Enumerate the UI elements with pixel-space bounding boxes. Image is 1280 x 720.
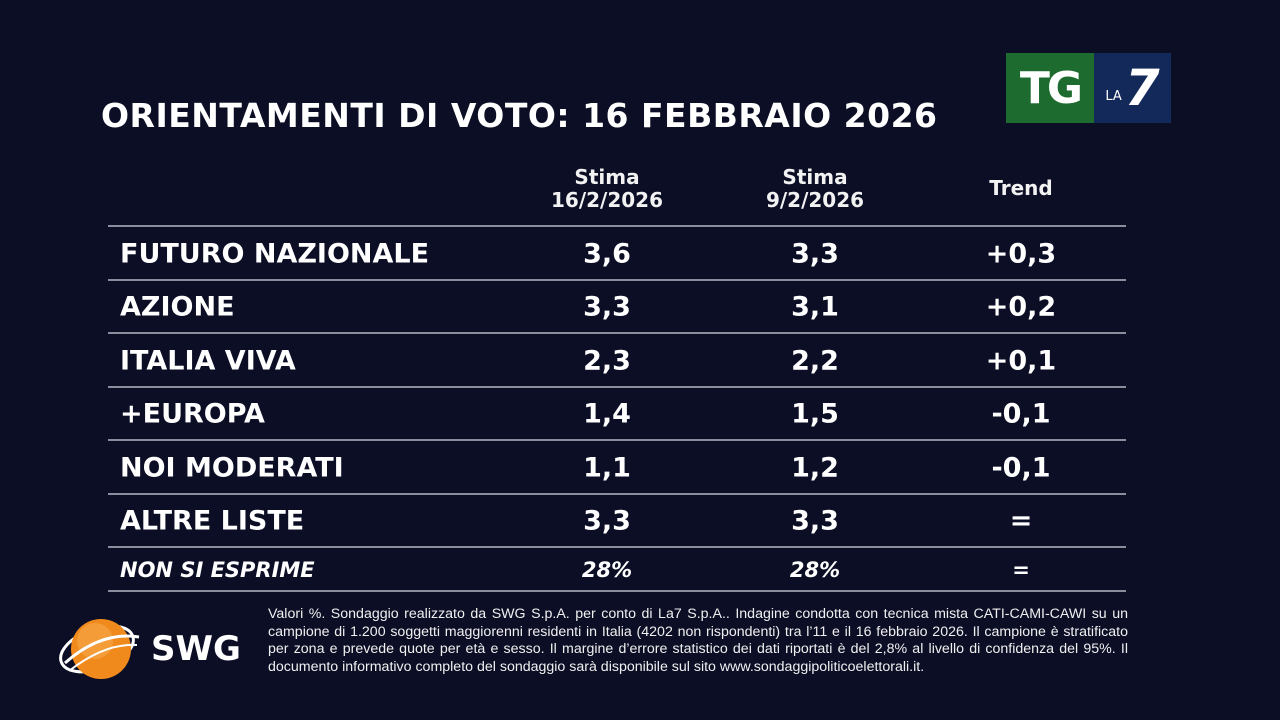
cell-trend: +0,2 — [985, 291, 1057, 322]
row-divider — [108, 493, 1126, 495]
tg-logo-part: TG — [1006, 53, 1094, 123]
cell-previous: 3,3 — [791, 505, 839, 536]
methodology-note: Valori %. Sondaggio realizzato da SWG S.… — [268, 606, 1128, 675]
row-divider — [108, 332, 1126, 334]
column-header-trend: Trend — [989, 176, 1053, 200]
cell-party: ITALIA VIVA — [120, 345, 296, 376]
cell-party: NON SI ESPRIME — [120, 558, 315, 582]
table-row: ITALIA VIVA 2,3 2,2 +0,1 — [108, 334, 1126, 387]
cell-previous: 3,3 — [791, 238, 839, 269]
cell-previous: 2,2 — [791, 345, 839, 376]
seven-text: 7 — [1124, 59, 1160, 117]
row-divider — [108, 386, 1126, 388]
cell-current: 1,4 — [583, 398, 631, 429]
cell-party: +EUROPA — [120, 398, 265, 429]
swg-logo: SWG — [55, 611, 241, 687]
cell-party: ALTRE LISTE — [120, 505, 305, 536]
cell-current: 28% — [581, 558, 633, 582]
row-divider — [108, 279, 1126, 281]
page-title: ORIENTAMENTI DI VOTO: 16 FEBBRAIO 2026 — [101, 96, 938, 135]
cell-party: NOI MODERATI — [120, 452, 344, 483]
table-row: NOI MODERATI 1,1 1,2 -0,1 — [108, 441, 1126, 494]
row-divider — [108, 439, 1126, 441]
tg-la7-logo: TG LA 7 — [1006, 53, 1171, 123]
cell-current: 3,3 — [583, 291, 631, 322]
cell-trend: = — [1012, 558, 1030, 582]
table-row: ALTRE LISTE 3,3 3,3 = — [108, 494, 1126, 547]
cell-trend: -0,1 — [991, 398, 1051, 429]
cell-previous: 1,2 — [791, 452, 839, 483]
row-divider — [108, 590, 1126, 592]
table-row: NON SI ESPRIME 28% 28% = — [108, 548, 1126, 592]
cell-previous: 3,1 — [791, 291, 839, 322]
cell-previous: 1,5 — [791, 398, 839, 429]
column-header-previous: Stima 9/2/2026 — [765, 165, 865, 212]
la-text: LA — [1105, 88, 1122, 104]
cell-current: 1,1 — [583, 452, 631, 483]
cell-trend: = — [1009, 505, 1033, 536]
row-divider — [108, 225, 1126, 227]
table-row: AZIONE 3,3 3,1 +0,2 — [108, 280, 1126, 333]
cell-trend: +0,3 — [985, 238, 1057, 269]
cell-current: 3,6 — [583, 238, 631, 269]
table-row: FUTURO NAZIONALE 3,6 3,3 +0,3 — [108, 227, 1126, 280]
column-header-current: Stima 16/2/2026 — [550, 165, 664, 212]
cell-party: AZIONE — [120, 291, 235, 322]
swg-text: SWG — [151, 629, 241, 669]
cell-trend: -0,1 — [991, 452, 1051, 483]
cell-current: 2,3 — [583, 345, 631, 376]
cell-trend: +0,1 — [985, 345, 1057, 376]
cell-current: 3,3 — [583, 505, 631, 536]
cell-party: FUTURO NAZIONALE — [120, 238, 430, 269]
row-divider — [108, 546, 1126, 548]
cell-previous: 28% — [789, 558, 841, 582]
swg-globe-icon — [59, 619, 140, 679]
table-row: +EUROPA 1,4 1,5 -0,1 — [108, 387, 1126, 440]
la7-logo-part: LA 7 — [1094, 53, 1171, 123]
